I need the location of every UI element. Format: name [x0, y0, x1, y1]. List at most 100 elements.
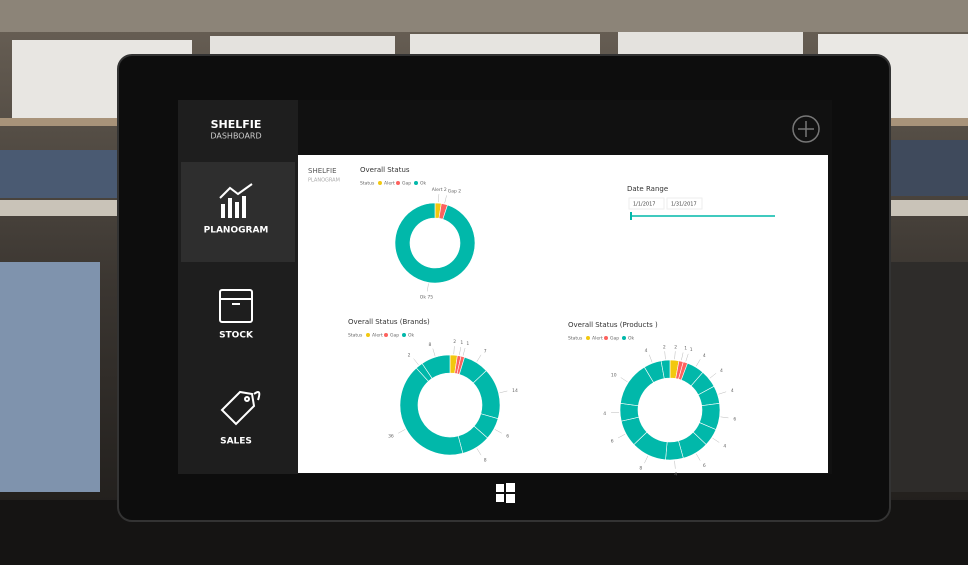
- chart-title: Overall Status: [360, 166, 410, 174]
- leader-line: [499, 390, 508, 394]
- data-label: 4: [731, 388, 734, 394]
- add-button[interactable]: [792, 115, 820, 143]
- data-label-value: 7: [484, 348, 487, 354]
- date-end: 1/31/2017: [671, 202, 697, 208]
- data-label-value: 8: [484, 457, 487, 463]
- data-label: 36: [388, 433, 394, 439]
- data-label: 4: [720, 368, 723, 374]
- sidebar: [178, 100, 298, 474]
- legend-swatch: [402, 333, 406, 337]
- data-label-value: 2: [444, 187, 447, 193]
- nav-item[interactable]: STOCK: [219, 331, 254, 341]
- data-label-value: 4: [603, 410, 606, 416]
- data-label: 2: [408, 352, 411, 358]
- data-label-value: 8: [428, 341, 431, 347]
- data-label: 8: [428, 341, 431, 347]
- leader-line: [695, 359, 701, 367]
- nav-item[interactable]: PLANOGRAM: [204, 226, 269, 236]
- legend-swatch: [604, 336, 608, 340]
- legend-item: Alert: [592, 336, 603, 342]
- date-start: 1/1/2017: [633, 202, 655, 208]
- data-label: 14: [512, 387, 518, 393]
- legend-item: Ok: [408, 333, 415, 339]
- data-label: Alert 2: [432, 187, 447, 193]
- nav-item[interactable]: SALES: [220, 437, 252, 447]
- data-label: 1: [690, 347, 693, 353]
- leader-line: [681, 352, 684, 361]
- data-label-value: 4: [674, 471, 677, 477]
- legend-swatch: [622, 336, 626, 340]
- data-label-value: 1: [684, 345, 687, 351]
- data-label-value: 4: [720, 368, 723, 374]
- date-range-title: Date Range: [627, 185, 668, 193]
- data-label: 7: [484, 348, 487, 354]
- data-label: 1: [460, 340, 463, 346]
- leader-line: [494, 429, 502, 434]
- leader-line: [644, 455, 649, 464]
- leader-line: [709, 373, 717, 379]
- data-label-value: 2: [663, 344, 666, 350]
- legend-item: Ok: [628, 336, 635, 342]
- donut-segment: [421, 354, 451, 379]
- legend-swatch: [366, 333, 370, 337]
- data-label: 1: [684, 345, 687, 351]
- data-label: 10: [611, 372, 617, 378]
- data-label-value: 1: [460, 340, 463, 346]
- data-label-value: 6: [733, 416, 736, 422]
- legend-swatch: [414, 181, 418, 185]
- leader-line: [453, 346, 455, 355]
- date-input[interactable]: [666, 197, 703, 210]
- date-input[interactable]: [628, 197, 665, 210]
- leader-line: [426, 283, 429, 292]
- chart-title: Overall Status (Brands): [348, 318, 430, 326]
- legend-item: Gap: [390, 333, 399, 339]
- legend-item: Gap: [610, 336, 619, 342]
- add-icon: [798, 121, 814, 137]
- legend-swatch: [378, 181, 382, 185]
- data-label-value: 75: [427, 294, 433, 300]
- data-label: 4: [645, 348, 648, 354]
- box: [618, 32, 803, 56]
- data-label-value: 2: [408, 352, 411, 358]
- leader-line: [620, 377, 628, 383]
- data-label-value: 1: [690, 347, 693, 353]
- sales-icon: [220, 390, 261, 426]
- data-label: 8: [484, 457, 487, 463]
- leader-line: [444, 195, 447, 204]
- data-label-value: 2: [453, 339, 456, 345]
- leader-line: [718, 391, 727, 395]
- leader-line: [720, 416, 729, 419]
- data-label-value: 2: [458, 188, 461, 194]
- data-label-value: 4: [731, 388, 734, 394]
- leader-line: [476, 354, 482, 362]
- data-label: 6: [611, 438, 614, 444]
- data-label-value: 4: [645, 348, 648, 354]
- leader-line: [462, 347, 466, 356]
- legend-item: Alert: [384, 181, 395, 187]
- slider-handle[interactable]: [630, 212, 632, 220]
- data-label-value: 36: [388, 433, 394, 439]
- data-label-value: 6: [506, 433, 509, 439]
- data-label-name: Gap: [448, 188, 457, 194]
- data-label-name: Alert: [432, 187, 443, 193]
- windows-logo[interactable]: [496, 483, 515, 503]
- leader-line: [674, 351, 676, 360]
- leader-line: [476, 448, 482, 456]
- data-label: 8: [639, 465, 642, 471]
- leader-line: [413, 358, 419, 366]
- data-label: 4: [603, 410, 606, 416]
- leader-line: [617, 433, 626, 439]
- legend-swatch: [586, 336, 590, 340]
- data-label: 6: [506, 433, 509, 439]
- leader-line: [695, 453, 701, 461]
- data-label: 6: [703, 462, 706, 468]
- data-label-value: 10: [611, 372, 617, 378]
- leader-line: [438, 194, 440, 203]
- content-panel: [298, 155, 828, 473]
- legend-label: Status: [360, 181, 375, 187]
- donut-segment: [660, 359, 671, 379]
- data-label: 4: [723, 443, 726, 449]
- leader-line: [712, 437, 720, 443]
- leader-line: [664, 351, 666, 360]
- data-label: 4: [703, 353, 706, 359]
